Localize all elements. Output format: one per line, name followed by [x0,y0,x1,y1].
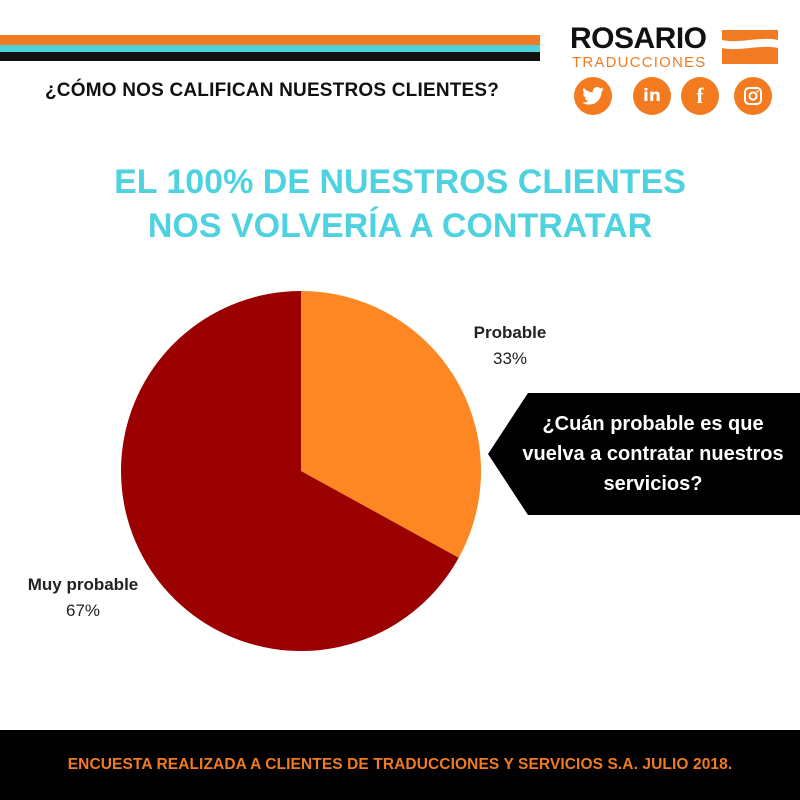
decorative-stripe-cyan [0,45,540,52]
twitter-bird-icon [582,87,604,105]
linkedin-icon[interactable]: in [633,77,671,115]
question-callout-text: ¿Cuán probable es que vuelva a contratar… [522,413,784,495]
decorative-stripe-orange [0,35,540,45]
instagram-icon[interactable] [734,77,772,115]
question-callout-shape [488,393,800,515]
slice-label-probable: Probable 33% [455,320,565,372]
header-question: ¿CÓMO NOS CALIFICAN NUESTROS CLIENTES? [45,80,500,101]
pie-slice-probable [301,291,482,558]
slice-name-muy-probable: Muy probable [27,575,139,594]
pie-slices-group [121,291,482,651]
footer-bar: ENCUESTA REALIZADA A CLIENTES DE TRADUCC… [0,730,800,800]
slice-name-probable: Probable [473,323,547,342]
pie-slice-muy-probable [121,291,459,651]
headline-line-2: NOS VOLVERÍA A CONTRATAR [147,207,653,245]
slice-percent-muy-probable: 67% [65,601,101,620]
headline: EL 100% DE NUESTROS CLIENTES NOS VOLVERÍ… [0,160,800,248]
footer-text: ENCUESTA REALIZADA A CLIENTES DE TRADUCC… [67,756,733,773]
headline-line-1: EL 100% DE NUESTROS CLIENTES [114,163,686,201]
logo: ROSARIO TRADUCCIONES [570,22,780,74]
facebook-icon[interactable]: f [681,77,719,115]
slice-label-muy-probable: Muy probable 67% [8,572,158,624]
twitter-icon[interactable] [574,77,612,115]
slice-percent-probable: 33% [492,349,528,368]
logo-wave-icon [722,30,778,64]
logo-main-text: ROSARIO [570,22,707,55]
decorative-stripe-black [0,52,540,61]
instagram-camera-icon [744,87,762,105]
logo-sub-text: TRADUCCIONES [572,54,707,71]
